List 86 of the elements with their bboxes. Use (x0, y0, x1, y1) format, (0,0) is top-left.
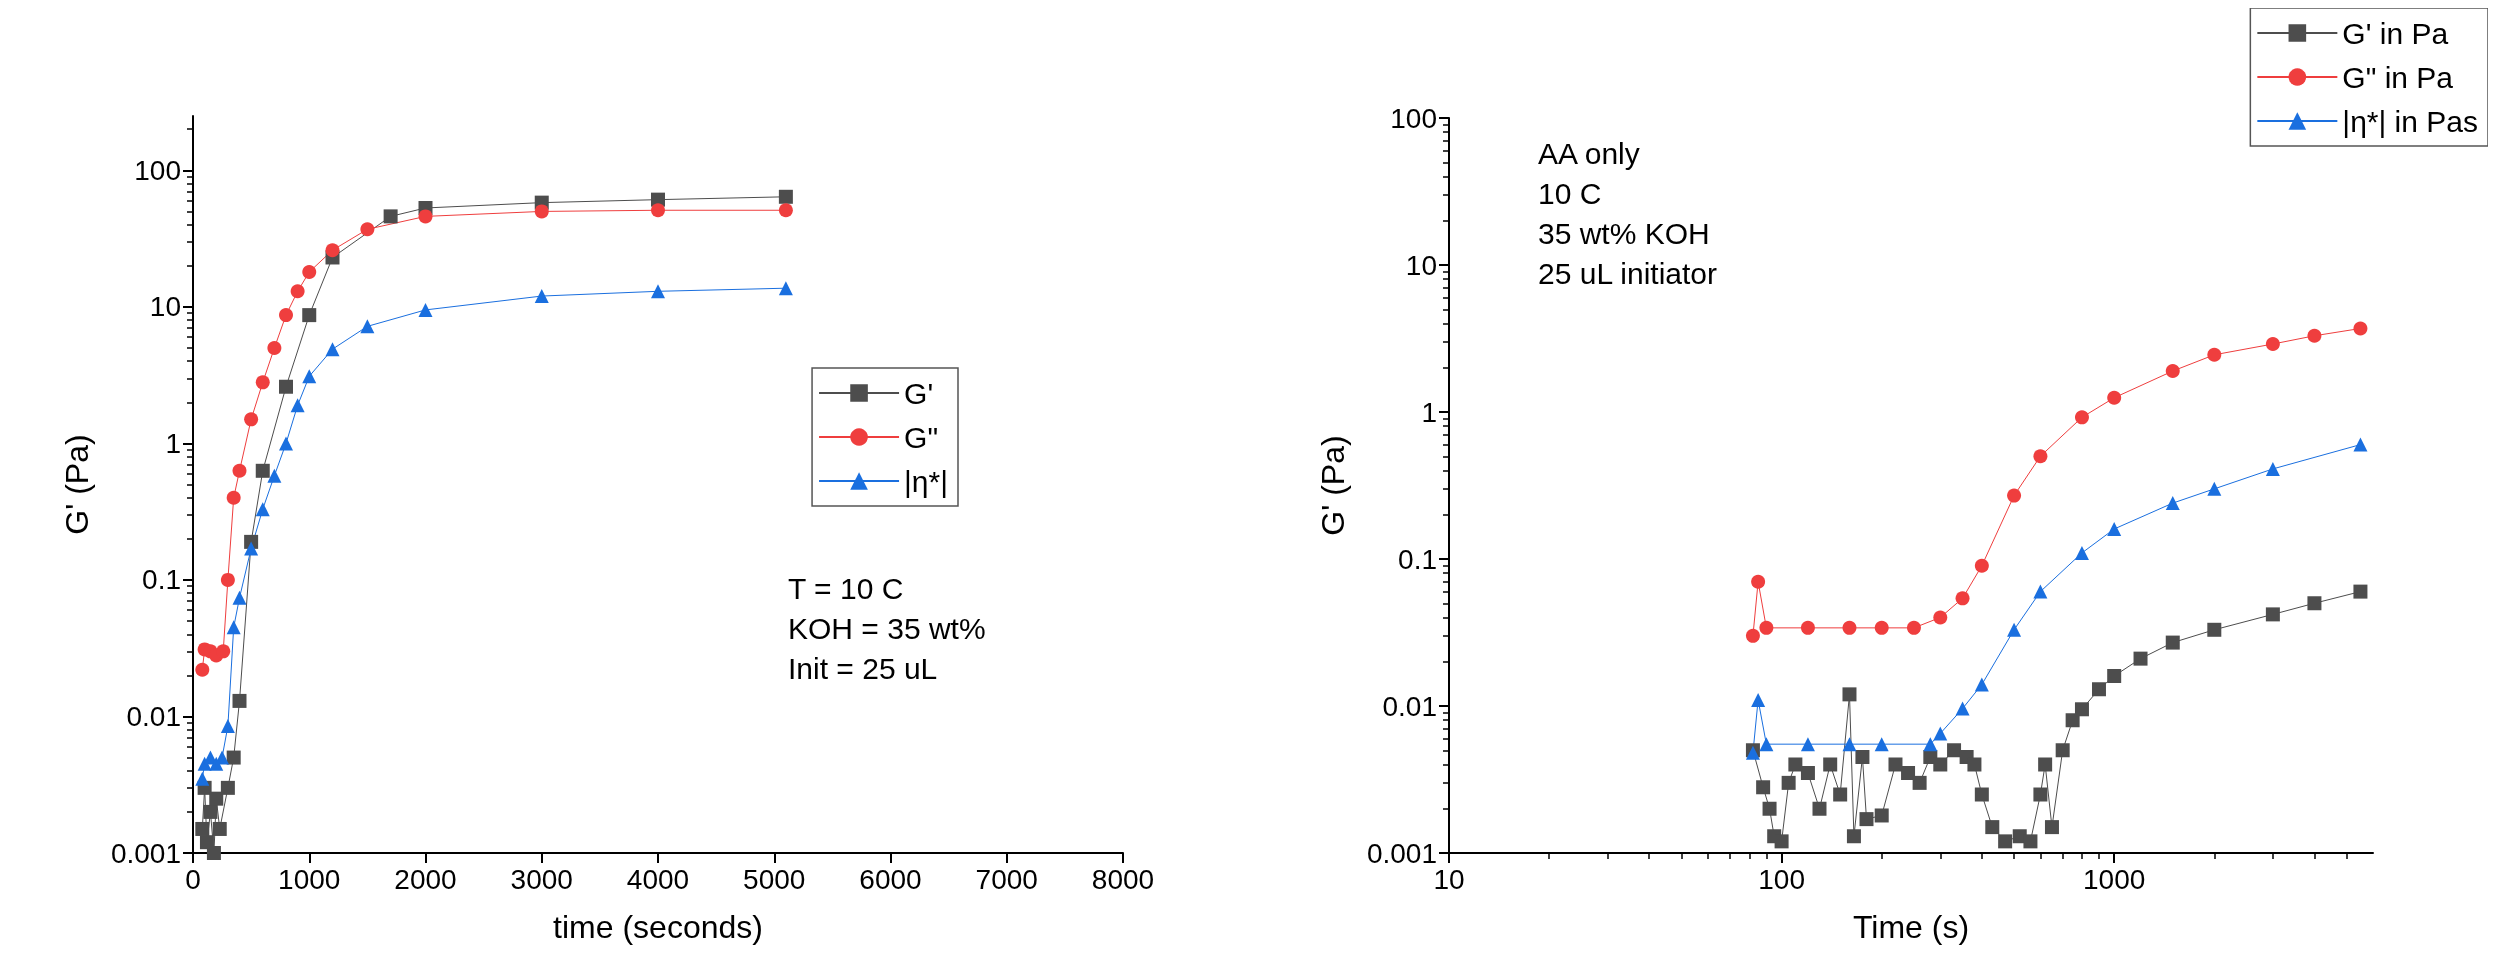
point (220, 719, 235, 734)
annotation: 10 C (1538, 176, 1602, 210)
x-tick-label: 100 (1758, 863, 1805, 895)
point (232, 693, 247, 708)
point (226, 750, 241, 765)
point (534, 289, 549, 304)
x-tick-label: 0 (185, 863, 201, 895)
y-tick-label: 1 (1421, 396, 1437, 428)
point (360, 222, 375, 237)
x-tick-label: 2000 (394, 863, 457, 895)
point (325, 243, 340, 258)
legend-label: G' in Pa (2342, 16, 2449, 50)
y-axis-title: G' (Pa) (1315, 435, 1351, 536)
annotation: KOH = 35 wt% (788, 611, 986, 645)
annotation: AA only (1538, 136, 1640, 170)
x-tick-label: 1000 (2083, 863, 2146, 895)
point (195, 821, 210, 836)
point (290, 284, 305, 299)
point (195, 771, 210, 786)
legend-label: |η*| in Pas (2342, 104, 2479, 138)
y-tick-label: 10 (149, 291, 181, 323)
point (203, 804, 218, 819)
x-axis-title: Time (s) (1852, 909, 1970, 945)
point (244, 412, 259, 427)
point (302, 308, 317, 323)
point (325, 342, 340, 357)
point (279, 379, 293, 394)
point (778, 203, 793, 218)
x-tick-label: 4000 (626, 863, 690, 895)
point (778, 281, 793, 296)
point (232, 590, 247, 605)
point (226, 620, 241, 635)
point (216, 644, 231, 659)
x-tick-label: 1000 (278, 863, 341, 895)
point (255, 502, 270, 517)
point (220, 780, 235, 795)
point (220, 572, 235, 587)
x-tick-label: 3000 (510, 863, 573, 895)
point (226, 490, 241, 505)
y-tick-label: 0.01 (1382, 690, 1437, 722)
x-tick-label: 6000 (859, 863, 922, 895)
point (383, 209, 398, 224)
x-tick-label: 7000 (975, 863, 1038, 895)
point (302, 265, 317, 280)
annotation: Init = 25 uL (788, 651, 938, 685)
annotation: T = 10 C (788, 571, 904, 605)
point (778, 189, 793, 204)
point (279, 436, 293, 451)
y-tick-label: 0.1 (142, 564, 181, 596)
x-tick-label: 5000 (743, 863, 806, 895)
point (418, 302, 433, 317)
y-tick-label: 100 (1390, 102, 1437, 134)
legend-label: G" in Pa (2342, 60, 2454, 94)
y-tick-label: 0.001 (110, 837, 181, 869)
y-tick-label: 10 (1405, 249, 1437, 281)
x-axis-title: time (seconds) (553, 909, 763, 945)
point (212, 821, 227, 836)
point (206, 846, 221, 860)
y-tick-label: 100 (134, 154, 181, 186)
point (195, 662, 210, 677)
legend-label: |η*| (904, 464, 949, 498)
y-tick-label: 0.01 (126, 700, 181, 732)
y-tick-label: 0.1 (1398, 543, 1437, 575)
legend-label: G" (904, 420, 939, 454)
point (360, 319, 375, 334)
legend-label: G' (904, 376, 934, 410)
point (534, 204, 549, 219)
y-axis-title: G' (Pa) (59, 434, 95, 535)
point (215, 750, 230, 765)
annotation: 25 uL initiator (1538, 256, 1718, 290)
x-tick-label: 8000 (1091, 863, 1155, 895)
point (279, 308, 293, 323)
point (302, 369, 317, 384)
point (267, 468, 282, 483)
point (651, 284, 665, 299)
point (267, 340, 282, 355)
point (290, 398, 305, 413)
point (255, 375, 270, 390)
annotation: 35 wt% KOH (1538, 216, 1710, 250)
point (255, 463, 270, 478)
point (209, 791, 224, 806)
point (418, 209, 433, 224)
point (651, 203, 665, 218)
y-tick-label: 1 (165, 427, 181, 459)
point (232, 463, 247, 478)
point (244, 541, 259, 556)
